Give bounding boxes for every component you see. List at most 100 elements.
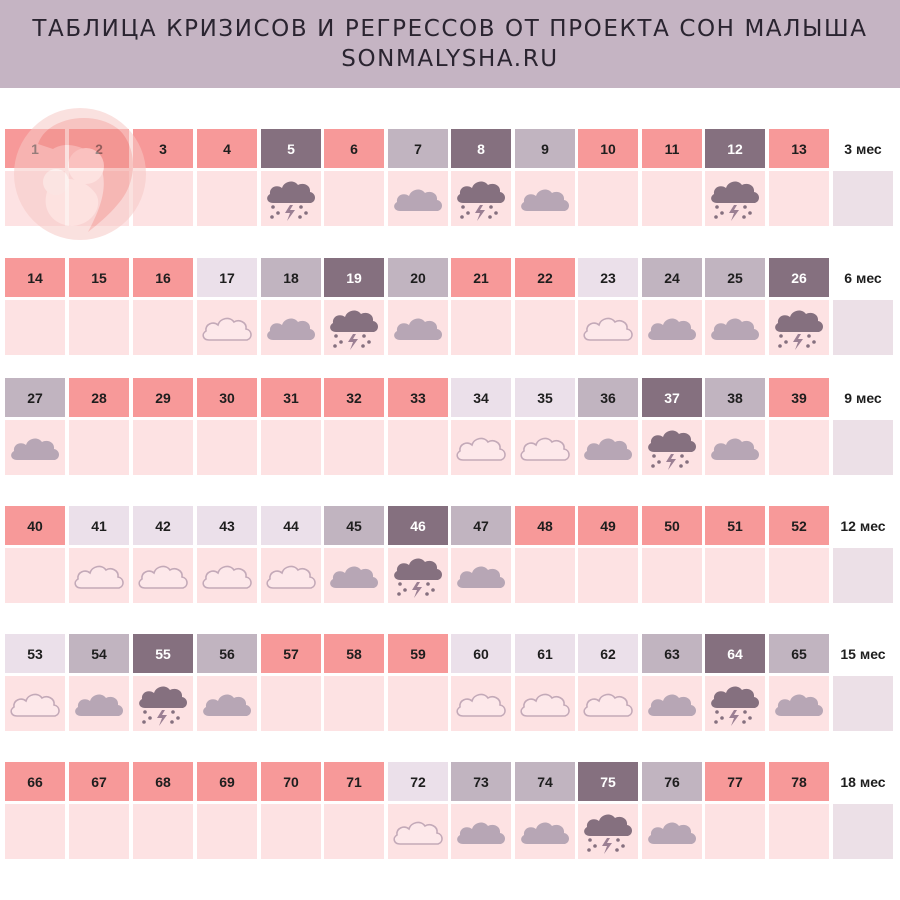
week-number: 11: [642, 129, 702, 168]
week-weather-cell: [451, 804, 511, 859]
cloud-icon: [75, 693, 124, 716]
week-number: 74: [515, 762, 575, 801]
week-weather-cell: [515, 804, 575, 859]
week-number: 67: [69, 762, 129, 801]
storm-cloud-icon: [648, 429, 697, 470]
storm-cloud-icon: [139, 685, 188, 726]
age-label-box: [833, 804, 893, 859]
week-weather-cell: [451, 420, 511, 475]
week-weather-cell: [5, 171, 65, 226]
week-number: 55: [133, 634, 193, 673]
week-number: 31: [261, 378, 321, 417]
week-number: 68: [133, 762, 193, 801]
week-weather-cell: [769, 804, 829, 859]
week-number: 59: [388, 634, 448, 673]
age-label-box: [833, 171, 893, 226]
week-weather-cell: [705, 300, 765, 355]
week-weather-cell: [451, 171, 511, 226]
cloud-icon: [330, 565, 379, 588]
week-number: 51: [705, 506, 765, 545]
age-label-box: [833, 676, 893, 731]
week-weather-cell: [197, 420, 257, 475]
week-weather-cell: [133, 300, 193, 355]
week-weather-cell: [578, 548, 638, 603]
week-number: 19: [324, 258, 384, 297]
cloud-icon: [457, 821, 506, 844]
age-label: 12 мес: [833, 506, 893, 545]
cloud-outline-icon: [393, 821, 443, 845]
week-weather-cell: [5, 804, 65, 859]
week-number: 25: [705, 258, 765, 297]
storm-cloud-icon: [775, 309, 824, 350]
week-number: 54: [69, 634, 129, 673]
week-weather-cell: [261, 300, 321, 355]
week-weather-cell: [197, 300, 257, 355]
week-weather-cell: [69, 300, 129, 355]
week-weather-cell: [133, 804, 193, 859]
week-weather-cell: [705, 804, 765, 859]
week-number: 6: [324, 129, 384, 168]
week-weather-cell: [324, 171, 384, 226]
week-number: 48: [515, 506, 575, 545]
week-number: 4: [197, 129, 257, 168]
week-weather-cell: [197, 676, 257, 731]
week-weather-cell: [388, 420, 448, 475]
week-weather-cell: [769, 548, 829, 603]
storm-cloud-icon: [711, 685, 760, 726]
week-number: 15: [69, 258, 129, 297]
page-title: ТАБЛИЦА КРИЗИСОВ И РЕГРЕССОВ ОТ ПРОЕКТА …: [32, 16, 868, 42]
storm-cloud-icon: [457, 180, 506, 221]
week-number: 5: [261, 129, 321, 168]
week-weather-cell: [5, 676, 65, 731]
week-weather-cell: [515, 171, 575, 226]
week-number: 35: [515, 378, 575, 417]
age-label: 15 мес: [833, 634, 893, 673]
week-number: 57: [261, 634, 321, 673]
week-number: 71: [324, 762, 384, 801]
cloud-icon: [521, 821, 570, 844]
week-weather-cell: [197, 171, 257, 226]
week-number: 78: [769, 762, 829, 801]
age-label-box: [833, 420, 893, 475]
week-number: 27: [5, 378, 65, 417]
week-number: 65: [769, 634, 829, 673]
storm-cloud-icon: [711, 180, 760, 221]
week-number: 73: [451, 762, 511, 801]
age-label: 9 мес: [833, 378, 893, 417]
week-number: 18: [261, 258, 321, 297]
week-number: 3: [133, 129, 193, 168]
cloud-icon: [203, 693, 252, 716]
week-number: 1: [5, 129, 65, 168]
week-number: 34: [451, 378, 511, 417]
week-weather-cell: [324, 300, 384, 355]
age-label-box: [833, 300, 893, 355]
week-number: 38: [705, 378, 765, 417]
cloud-icon: [711, 317, 760, 340]
week-weather-cell: [769, 171, 829, 226]
week-number: 66: [5, 762, 65, 801]
week-number: 39: [769, 378, 829, 417]
week-number: 44: [261, 506, 321, 545]
week-number: 60: [451, 634, 511, 673]
storm-cloud-icon: [330, 309, 379, 350]
week-number: 8: [451, 129, 511, 168]
week-weather-cell: [388, 548, 448, 603]
week-weather-cell: [133, 420, 193, 475]
age-label: 3 мес: [833, 129, 893, 168]
week-number: 12: [705, 129, 765, 168]
week-number: 52: [769, 506, 829, 545]
week-weather-cell: [578, 804, 638, 859]
week-weather-cell: [324, 804, 384, 859]
cloud-icon: [267, 317, 316, 340]
week-number: 49: [578, 506, 638, 545]
week-weather-cell: [769, 300, 829, 355]
cloud-outline-icon: [520, 437, 570, 461]
cloud-outline-icon: [520, 693, 570, 717]
cloud-icon: [394, 188, 443, 211]
week-number: 43: [197, 506, 257, 545]
week-number: 53: [5, 634, 65, 673]
week-number: 10: [578, 129, 638, 168]
week-weather-cell: [133, 676, 193, 731]
week-weather-cell: [515, 548, 575, 603]
week-weather-cell: [261, 548, 321, 603]
